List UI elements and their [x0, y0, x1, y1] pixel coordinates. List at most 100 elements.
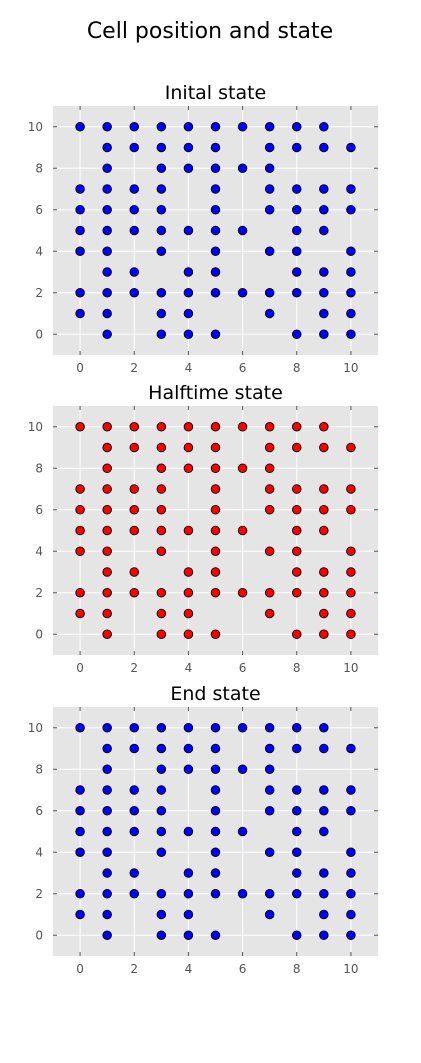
data-point: [75, 723, 85, 733]
data-point: [183, 868, 194, 878]
data-point: [210, 288, 221, 298]
data-point: [183, 608, 194, 619]
data-point: [102, 826, 112, 837]
data-point: [319, 889, 329, 899]
data-point: [264, 288, 275, 298]
data-point: [264, 743, 275, 754]
data-point: [156, 806, 167, 816]
data-point: [129, 826, 139, 837]
data-point: [292, 525, 302, 536]
data-point: [183, 163, 194, 173]
data-point: [346, 930, 356, 941]
y-tick-label: 4: [35, 544, 43, 558]
data-point: [102, 525, 112, 536]
data-point: [237, 163, 248, 173]
data-point: [292, 329, 302, 340]
data-point: [292, 225, 302, 236]
data-point: [319, 121, 329, 132]
data-point: [237, 525, 248, 536]
data-point: [319, 267, 329, 277]
data-point: [264, 484, 275, 494]
data-point: [156, 184, 167, 194]
data-point: [210, 484, 221, 494]
data-point: [129, 442, 139, 453]
data-point: [75, 909, 85, 920]
data-point: [102, 246, 112, 256]
y-tick-label: 2: [35, 586, 43, 600]
data-point: [319, 743, 329, 754]
data-point: [75, 121, 85, 132]
data-point: [102, 930, 112, 941]
data-point: [129, 525, 139, 536]
data-point: [129, 588, 139, 598]
data-point: [156, 505, 167, 515]
data-point: [346, 806, 356, 816]
data-point: [346, 608, 356, 619]
data-point: [75, 184, 85, 194]
x-tick-label: 10: [343, 361, 358, 375]
data-point: [264, 246, 275, 256]
x-tick-label: 2: [130, 962, 138, 976]
y-tick-label: 6: [35, 503, 43, 517]
data-point: [102, 484, 112, 494]
data-point: [346, 204, 356, 215]
data-point: [210, 930, 221, 941]
data-point: [292, 505, 302, 515]
data-point: [75, 308, 85, 319]
x-tick-label: 6: [239, 361, 247, 375]
y-tick-label: 0: [35, 627, 43, 641]
data-point: [210, 525, 221, 536]
data-point: [319, 288, 329, 298]
data-point: [156, 889, 167, 899]
data-point: [156, 525, 167, 536]
data-point: [183, 743, 194, 754]
data-point: [319, 868, 329, 878]
y-tick-label: 10: [28, 120, 43, 134]
data-point: [102, 267, 112, 277]
data-point: [319, 184, 329, 194]
data-point: [346, 329, 356, 340]
data-point: [129, 743, 139, 754]
data-point: [102, 608, 112, 619]
x-tick-label: 4: [185, 962, 193, 976]
data-point: [102, 723, 112, 733]
data-point: [264, 588, 275, 598]
data-point: [183, 909, 194, 920]
data-point: [237, 826, 248, 837]
data-point: [183, 525, 194, 536]
data-point: [129, 225, 139, 236]
data-point: [156, 723, 167, 733]
data-point: [183, 930, 194, 941]
x-tick-label: 2: [130, 661, 138, 675]
y-tick-label: 4: [35, 845, 43, 859]
x-tick-label: 0: [76, 661, 84, 675]
data-point: [102, 868, 112, 878]
data-point: [129, 806, 139, 816]
data-point: [346, 868, 356, 878]
x-tick-label: 6: [239, 661, 247, 675]
data-point: [183, 308, 194, 319]
data-point: [210, 785, 221, 795]
data-point: [183, 567, 194, 577]
data-point: [75, 806, 85, 816]
figure-title: Cell position and state: [87, 19, 333, 44]
data-point: [156, 204, 167, 215]
data-point: [156, 629, 167, 640]
data-point: [102, 743, 112, 754]
data-point: [183, 329, 194, 340]
x-tick-label: 0: [76, 962, 84, 976]
data-point: [210, 505, 221, 515]
data-point: [102, 588, 112, 598]
y-tick-label: 8: [35, 461, 43, 475]
data-point: [129, 484, 139, 494]
data-point: [156, 308, 167, 319]
data-point: [156, 930, 167, 941]
data-point: [346, 442, 356, 453]
data-point: [346, 847, 356, 858]
data-point: [129, 567, 139, 577]
x-tick-label: 8: [293, 962, 301, 976]
data-point: [210, 847, 221, 858]
data-point: [292, 204, 302, 215]
